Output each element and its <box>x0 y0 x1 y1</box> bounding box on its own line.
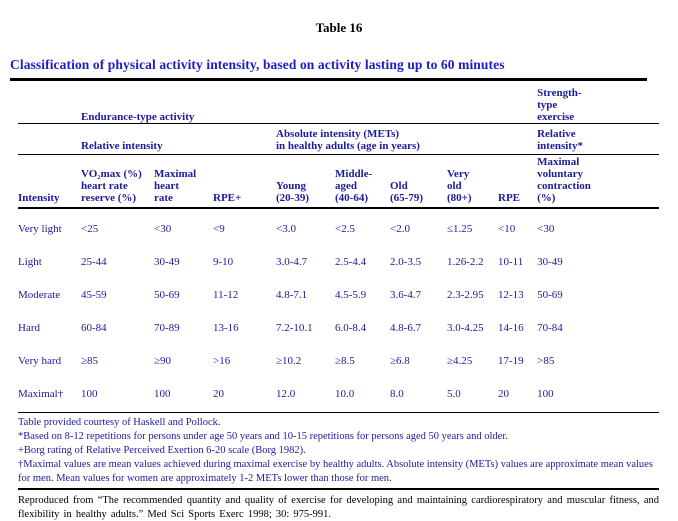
table-row-moderate: Moderate 45-59 50-69 11-12 4.8-7.1 4.5-5… <box>18 275 659 308</box>
table-cell: 30-49 <box>154 255 180 268</box>
table-cell: ≥8.5 <box>335 354 355 367</box>
table-cell: 70-89 <box>154 321 180 334</box>
column-header-very-old: Very old (80+) <box>447 154 498 210</box>
table-cell: ≤1.25 <box>447 222 473 235</box>
table-cell: 4.8-6.7 <box>390 321 422 334</box>
table-cell: <9 <box>213 222 225 235</box>
absolute-intensity-header: Absolute intensity (METs) in healthy adu… <box>276 123 538 156</box>
column-header-vo2max: VO₂max (%) heart rate reserve (%) <box>81 154 154 210</box>
activity-intensity-table: Endurance-type activity Strength- type e… <box>18 87 660 414</box>
table-cell: <2.0 <box>390 222 410 235</box>
table-cell: 10-11 <box>498 255 524 268</box>
column-header-middle-aged: Middle- aged (40-64) <box>335 154 390 210</box>
column-header-max-voluntary-contraction: Maximal voluntary contraction (%) <box>537 154 660 210</box>
table-cell: 25-44 <box>81 255 107 268</box>
table-row-very-light: Very light <25 <30 <9 <3.0 <2.5 <2.0 ≤1.… <box>18 208 659 242</box>
group-header-row-2: Relative intensity Absolute intensity (M… <box>18 123 660 156</box>
table-cell: 2.0-3.5 <box>390 255 422 268</box>
table-block: Endurance-type activity Strength- type e… <box>18 87 660 521</box>
relative-intensity-header: Relative intensity <box>81 123 276 156</box>
table-cell: 3.0-4.25 <box>447 321 484 334</box>
table-cell: >16 <box>213 354 231 367</box>
row-label: Hard <box>18 321 40 334</box>
table-cell: ≥90 <box>154 354 172 367</box>
row-label: Light <box>18 255 42 268</box>
empty-cell <box>18 88 81 125</box>
table-cell: 70-84 <box>537 321 563 334</box>
table-cell: 1.26-2.2 <box>447 255 484 268</box>
table-cell: 4.8-7.1 <box>276 288 308 301</box>
table-cell: 14-16 <box>498 321 524 334</box>
table-cell: 12-13 <box>498 288 524 301</box>
table-cell: <2.5 <box>335 222 355 235</box>
column-header-old: Old (65-79) <box>390 154 447 210</box>
table-cell: 12.0 <box>276 374 335 414</box>
table-cell: 5.0 <box>447 374 498 414</box>
table-row-very-hard: Very hard ≥85 ≥90 >16 ≥10.2 ≥8.5 ≥6.8 ≥4… <box>18 341 659 374</box>
table-cell: 9-10 <box>213 255 234 268</box>
table-cell: 3.0-4.7 <box>276 255 308 268</box>
table-cell: 45-59 <box>81 288 107 301</box>
table-cell: 30-49 <box>537 255 563 268</box>
footnotes: Table provided courtesy of Haskell and P… <box>18 416 659 485</box>
table-cell: 11-12 <box>213 288 239 301</box>
table-cell: 8.0 <box>390 374 447 414</box>
table-cell: 17-19 <box>498 354 524 367</box>
footnote-plus: +Borg rating of Relative Perceived Exert… <box>18 444 306 456</box>
table-cell: 20 <box>498 374 538 414</box>
table-cell: 60-84 <box>81 321 107 334</box>
table-cell: 100 <box>154 374 213 414</box>
table-row-maximal: Maximal† 100 100 20 12.0 10.0 8.0 5.0 20… <box>18 374 660 414</box>
column-header-row: Intensity VO₂max (%) heart rate reserve … <box>18 154 660 210</box>
table-cell: 2.3-2.95 <box>447 288 484 301</box>
column-header-rpe-strength: RPE <box>498 154 538 210</box>
table-cell: 13-16 <box>213 321 239 334</box>
table-cell: <30 <box>537 222 555 235</box>
column-header-rpe-endurance: RPE+ <box>213 154 276 210</box>
column-header-maximal-heart-rate: Maximal heart rate <box>154 154 213 210</box>
table-cell: 2.5-4.4 <box>335 255 367 268</box>
table-cell: 3.6-4.7 <box>390 288 422 301</box>
table-row-hard: Hard 60-84 70-89 13-16 7.2-10.1 6.0-8.4 … <box>18 308 659 341</box>
table-title: Classification of physical activity inte… <box>10 57 647 81</box>
table-cell: 6.0-8.4 <box>335 321 367 334</box>
footnote-dagger: †Maximal values are mean values achieved… <box>18 458 653 484</box>
table-cell: ≥6.8 <box>390 354 410 367</box>
table-cell: 20 <box>213 374 276 414</box>
table-cell: 4.5-5.9 <box>335 288 367 301</box>
table-cell: 50-69 <box>154 288 180 301</box>
table-cell: <25 <box>81 222 99 235</box>
group-header-row-1: Endurance-type activity Strength- type e… <box>18 87 660 125</box>
endurance-group-header: Endurance-type activity <box>81 88 538 125</box>
table-cell: <3.0 <box>276 222 296 235</box>
table-cell: ≥85 <box>81 354 99 367</box>
row-label: Very hard <box>18 354 62 367</box>
column-header-intensity: Intensity <box>18 154 81 210</box>
row-label: Maximal† <box>18 374 81 414</box>
empty-cell <box>18 123 81 156</box>
table-cell: ≥10.2 <box>276 354 302 367</box>
table-cell: 100 <box>81 374 154 414</box>
footnote-asterisk: *Based on 8-12 repetitions for persons u… <box>18 431 508 443</box>
table-cell: 50-69 <box>537 288 563 301</box>
footnote-courtesy: Table provided courtesy of Haskell and P… <box>18 417 221 429</box>
table-cell: 7.2-10.1 <box>276 321 313 334</box>
row-label: Moderate <box>18 288 61 301</box>
table-cell: 100 <box>537 374 660 414</box>
table-number: Table 16 <box>315 20 363 35</box>
row-label: Very light <box>18 222 62 235</box>
table-cell: 10.0 <box>335 374 390 414</box>
table-cell: ≥4.25 <box>447 354 473 367</box>
column-header-young: Young (20-39) <box>276 154 335 210</box>
table-row-light: Light 25-44 30-49 9-10 3.0-4.7 2.5-4.4 2… <box>18 242 659 275</box>
strength-group-header: Strength- type exercise <box>537 87 660 125</box>
table-cell: >85 <box>537 354 555 367</box>
source-citation: Reproduced from “The recommended quantit… <box>18 488 659 521</box>
table-cell: <30 <box>154 222 172 235</box>
strength-relative-intensity-header: Relative intensity* <box>537 123 660 156</box>
table-cell: <10 <box>498 222 516 235</box>
